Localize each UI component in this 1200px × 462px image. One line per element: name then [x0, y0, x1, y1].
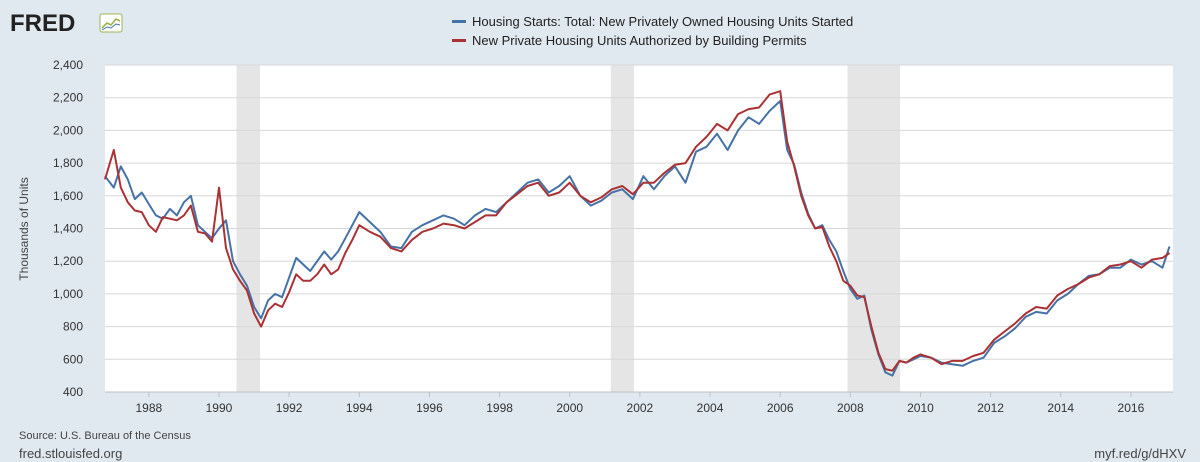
legend-label-building-permits: New Private Housing Units Authorized by … — [472, 33, 807, 48]
site-link[interactable]: fred.stlouisfed.org — [19, 446, 123, 461]
y-tick-label: 1,000 — [53, 287, 83, 301]
x-tick-label: 2008 — [837, 401, 864, 415]
fred-logo[interactable]: FRED — [10, 8, 130, 43]
x-tick-label: 1994 — [346, 401, 373, 415]
y-axis: 400 600 800 1,000 1,200 1,400 1,600 1,800 2,000 2… — [53, 58, 83, 399]
x-tick-label: 1990 — [206, 401, 233, 415]
x-tick-label: 2000 — [556, 401, 583, 415]
legend-swatch-housing-starts — [452, 20, 466, 23]
legend-label-housing-starts: Housing Starts: Total: New Privately Own… — [472, 14, 854, 29]
y-tick-label: 800 — [63, 320, 83, 334]
y-tick-label: 2,200 — [53, 91, 83, 105]
x-tick-label: 1998 — [486, 401, 513, 415]
x-tick-label: 2014 — [1047, 401, 1074, 415]
legend-item-housing-starts[interactable]: Housing Starts: Total: New Privately Own… — [452, 12, 853, 31]
fred-logo-chart-icon — [99, 13, 123, 33]
x-axis: 1988 1990 1992 1994 1996 1998 2000 2002 2004 2006… — [105, 391, 1173, 415]
source-note: Source: U.S. Bureau of the Census — [19, 430, 191, 442]
y-tick-label: 600 — [63, 352, 83, 366]
series-line-building-permits[interactable] — [104, 90, 1171, 372]
x-tick-label: 2016 — [1118, 401, 1145, 415]
x-tick-label: 1988 — [135, 401, 162, 415]
x-tick-label: 2004 — [697, 401, 724, 415]
y-tick-label: 400 — [63, 385, 83, 399]
x-tick-label: 1996 — [416, 401, 443, 415]
x-tick-label: 2012 — [977, 401, 1004, 415]
chart-legend: Housing Starts: Total: New Privately Own… — [452, 12, 853, 50]
fred-logo-text: FRED — [10, 10, 75, 37]
short-link[interactable]: myf.red/g/dHXV — [1094, 446, 1186, 461]
x-tick-label: 2002 — [627, 401, 654, 415]
y-tick-label: 1,600 — [53, 189, 83, 203]
x-tick-label: 2006 — [767, 401, 794, 415]
series-line-housing-starts[interactable] — [104, 100, 1171, 377]
y-tick-label: 2,400 — [53, 58, 83, 72]
y-tick-label: 1,800 — [53, 156, 83, 170]
series-lines — [104, 90, 1171, 377]
y-axis-label: Thousands of Units — [17, 177, 31, 280]
x-tick-label: 1992 — [276, 401, 303, 415]
x-tick-label: 2010 — [907, 401, 934, 415]
y-tick-label: 1,200 — [53, 254, 83, 268]
legend-item-building-permits[interactable]: New Private Housing Units Authorized by … — [452, 31, 853, 50]
legend-swatch-building-permits — [452, 39, 466, 42]
y-tick-label: 1,400 — [53, 222, 83, 236]
y-tick-label: 2,000 — [53, 123, 83, 137]
